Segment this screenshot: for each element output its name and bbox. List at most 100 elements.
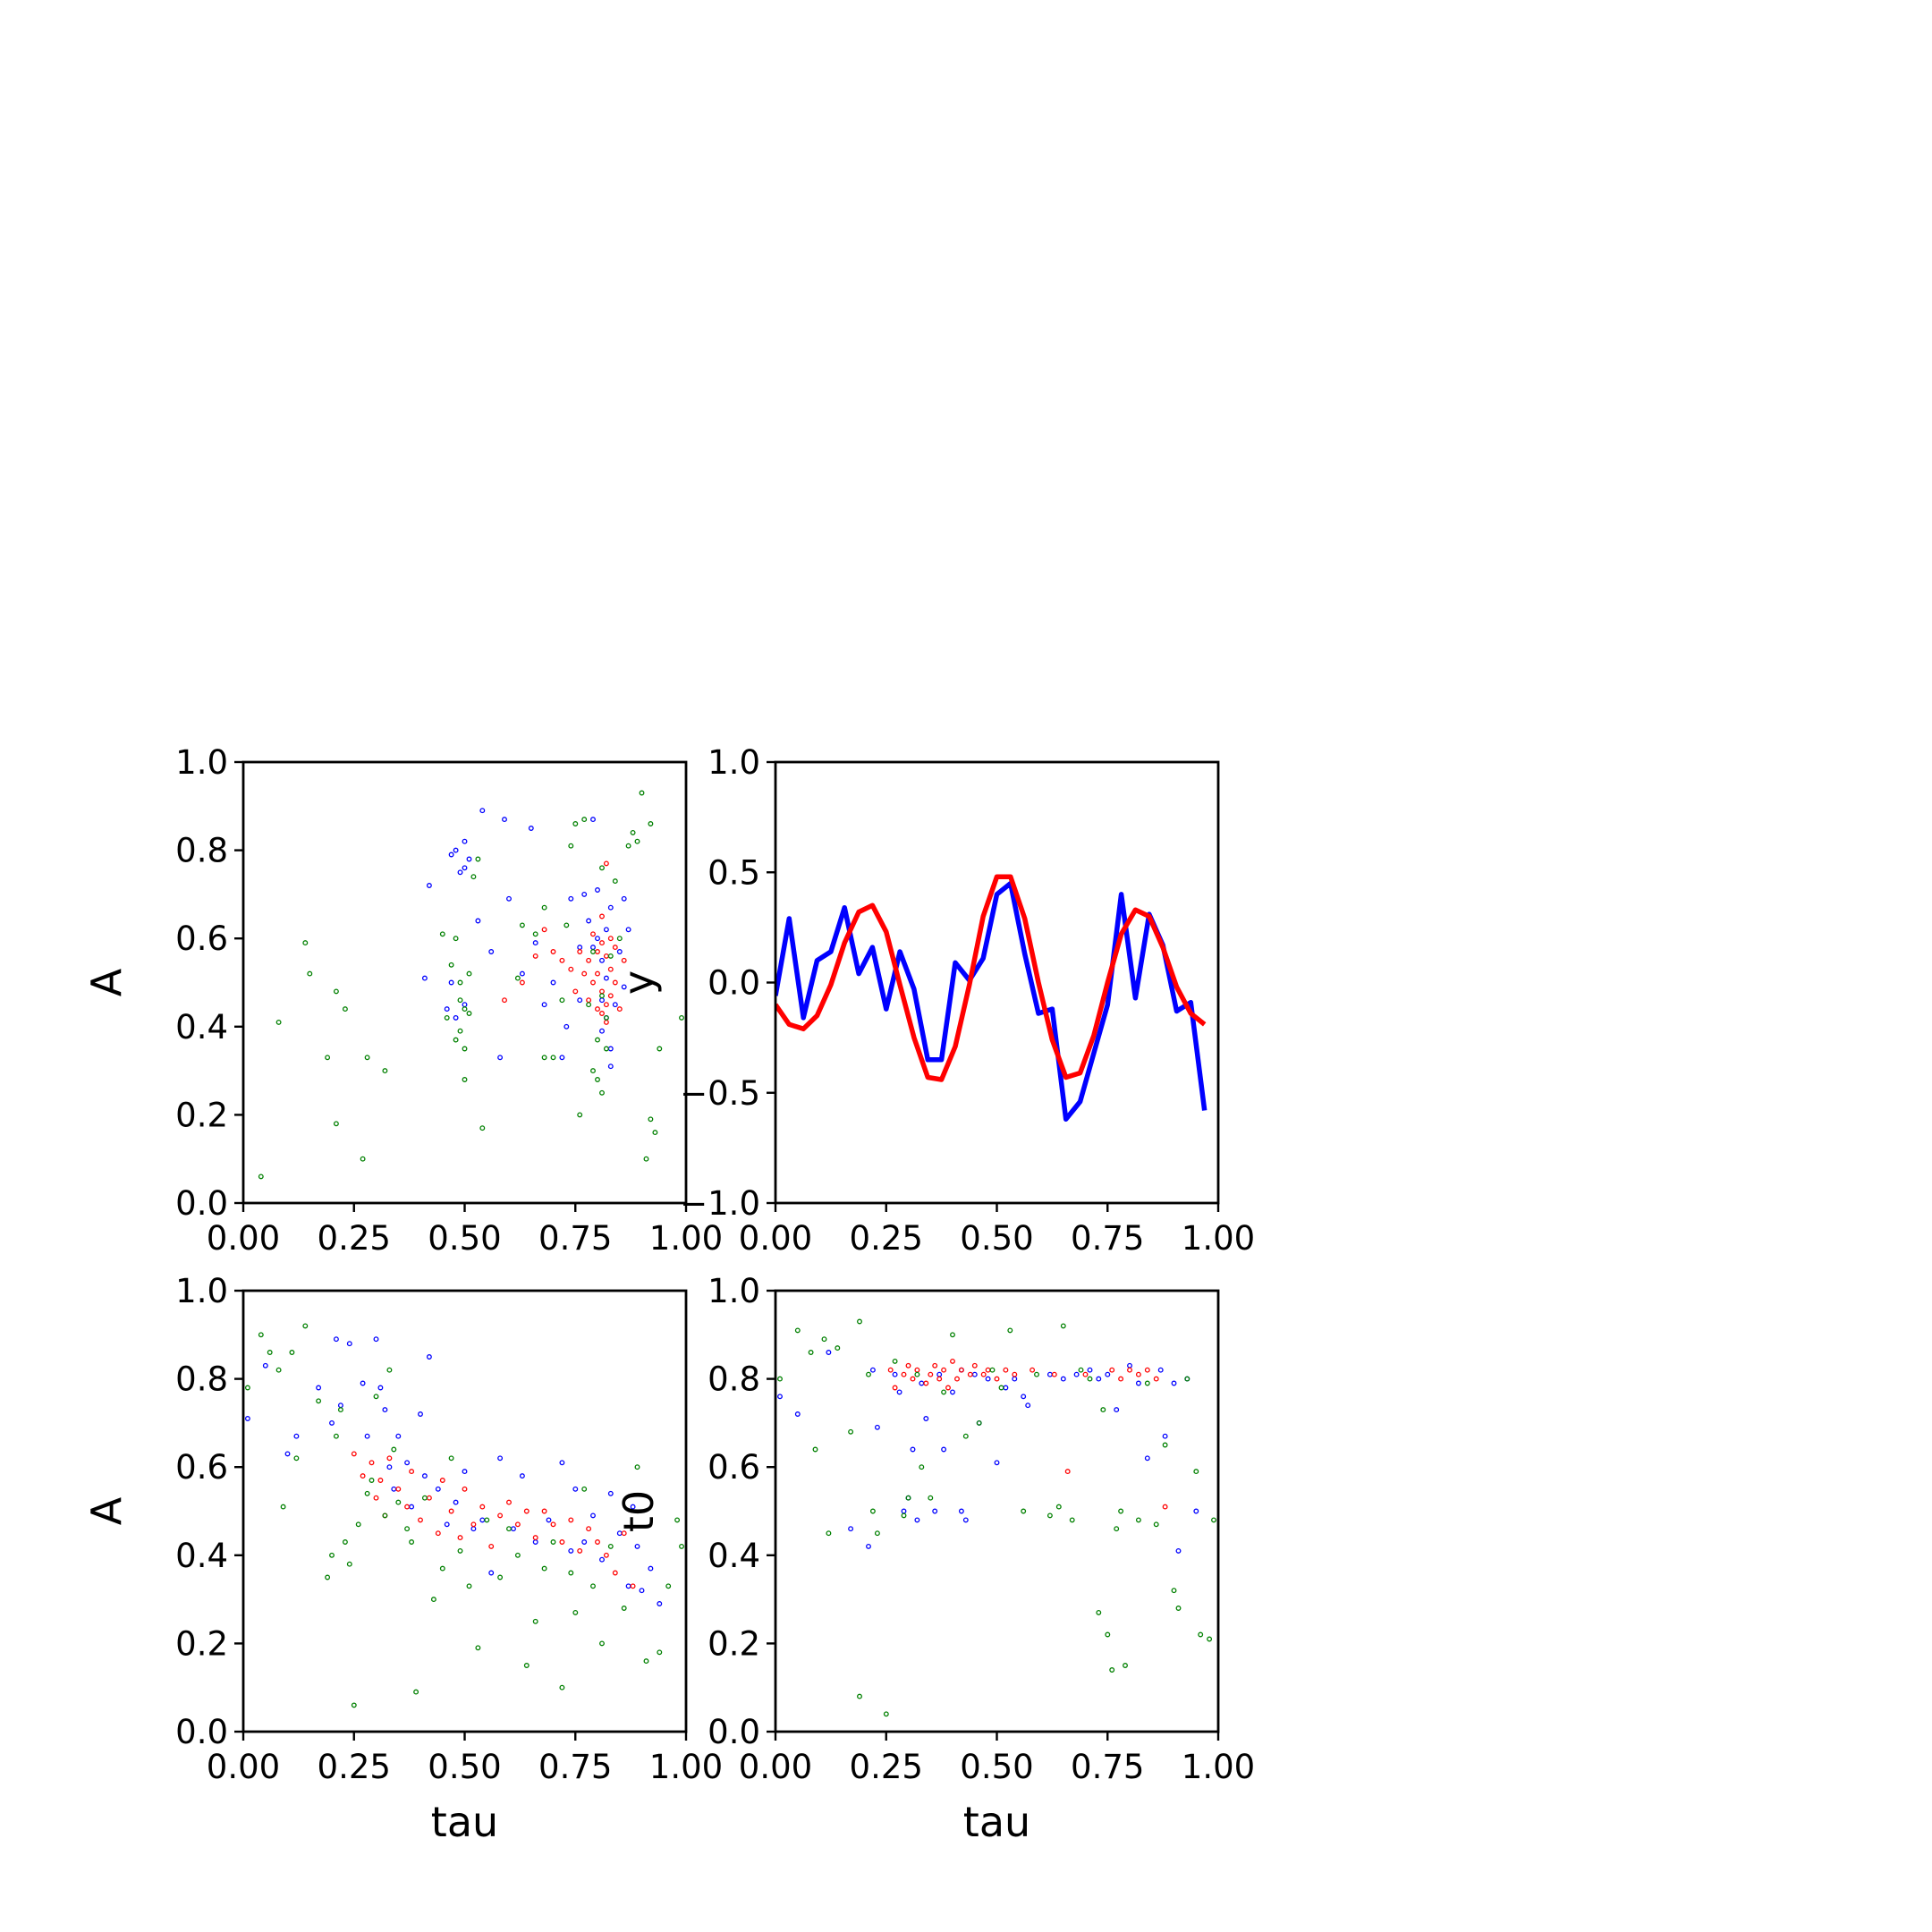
scatter-point <box>514 1521 521 1528</box>
scatter-point <box>457 1547 463 1554</box>
scatter-point <box>395 1499 402 1505</box>
scatter-point <box>514 975 521 981</box>
scatter-point <box>848 1526 854 1532</box>
scatter-point <box>421 1495 428 1501</box>
scatter-point <box>1025 1402 1031 1409</box>
scatter-point <box>599 940 605 946</box>
scatter-point <box>572 1486 579 1492</box>
y-axis-label: t0 <box>614 1490 663 1532</box>
scatter-point <box>488 949 495 954</box>
scatter-point <box>616 936 623 942</box>
scatter-point <box>923 1380 929 1386</box>
x-tick-label: 1.00 <box>1182 1748 1255 1786</box>
scatter-point <box>674 1517 681 1523</box>
scatter-point <box>453 1499 459 1505</box>
scatter-point <box>484 1517 490 1523</box>
scatter-point <box>462 1486 468 1492</box>
scatter-point <box>923 1416 929 1421</box>
scatter-point <box>462 838 468 844</box>
scatter-point <box>572 988 579 995</box>
scatter-point <box>462 1469 468 1475</box>
scatter-point <box>1046 1371 1053 1377</box>
x-tick-label: 0.75 <box>538 1748 612 1786</box>
x-tick-label: 0.50 <box>960 1748 1033 1786</box>
scatter-point <box>448 979 454 986</box>
scatter-point <box>1096 1376 1102 1382</box>
x-tick-label: 1.00 <box>649 1748 723 1786</box>
scatter-point <box>377 1385 384 1391</box>
y-tick-label: 0.6 <box>175 1448 228 1487</box>
scatter-point <box>794 1327 801 1334</box>
scatter-point <box>532 1618 538 1624</box>
scatter-point <box>360 1156 366 1162</box>
subplot-bottom-left: 0.00 0.25 0.50 0.75 1.00 0.0 0.2 0.4 0.6 0.8 1.0 ta… <box>82 1272 723 1846</box>
scatter-point <box>444 1521 450 1528</box>
scatter-point <box>342 1006 348 1013</box>
scatter-point <box>625 843 631 849</box>
scatter-point <box>333 1336 339 1343</box>
scatter-point <box>462 1006 468 1013</box>
x-tick-label: 0.25 <box>850 1748 923 1786</box>
scatter-point <box>586 997 592 1004</box>
scatter-point <box>519 970 525 977</box>
scatter-point <box>857 1693 862 1699</box>
scatter-point <box>395 1433 402 1439</box>
scatter-point <box>599 1556 605 1563</box>
scatter-point <box>599 865 605 871</box>
scatter-point <box>325 1055 331 1061</box>
scatter-point <box>595 949 600 954</box>
scatter-point <box>603 975 609 981</box>
scatter-point <box>514 1552 521 1558</box>
scatter-point <box>621 1530 627 1537</box>
scatter-point <box>994 1460 1000 1466</box>
x-tick-label: 0.00 <box>739 1748 812 1786</box>
scatter-point <box>267 1350 273 1355</box>
scatter-point <box>603 927 609 933</box>
plot-area <box>244 1323 684 1708</box>
scatter-point <box>586 918 592 924</box>
scatter-point <box>607 936 614 942</box>
y-tick-label: 0.0 <box>708 964 760 1003</box>
scatter-point <box>1162 1504 1168 1510</box>
scatter-point <box>595 1077 600 1082</box>
scatter-point <box>812 1446 818 1453</box>
scatter-point <box>519 1473 525 1479</box>
scatter-point <box>382 1068 388 1074</box>
x-tick-label: 0.25 <box>318 1219 391 1258</box>
scatter-point <box>941 1446 947 1453</box>
scatter-point <box>1171 1380 1177 1386</box>
x-tick-label: 0.00 <box>207 1219 280 1258</box>
scatter-point <box>595 936 600 942</box>
scatter-point <box>462 1046 468 1052</box>
scatter-point <box>1198 1631 1204 1638</box>
scatter-point <box>1060 1376 1066 1382</box>
y-tick-label: −1.0 <box>680 1184 760 1223</box>
scatter-point <box>329 1552 335 1558</box>
scatter-point <box>470 874 477 880</box>
scatter-point <box>971 1371 978 1377</box>
y-tick-label: 0.8 <box>708 1360 760 1399</box>
y-tick-label: 0.4 <box>175 1537 228 1575</box>
x-tick-label: 0.00 <box>739 1219 812 1258</box>
scatter-point <box>577 1112 583 1118</box>
scatter-point <box>1003 1385 1009 1391</box>
scatter-point <box>590 949 596 954</box>
scatter-point <box>607 1046 614 1052</box>
scatter-point <box>364 1433 370 1439</box>
y-axis-label: A <box>82 968 131 996</box>
scatter-point <box>386 1464 393 1470</box>
scatter-point <box>603 860 609 867</box>
scatter-point <box>337 1407 343 1413</box>
scatter-point <box>568 1517 574 1523</box>
scatter-point <box>595 887 600 893</box>
scatter-point <box>625 927 631 933</box>
scatter-point <box>550 1539 556 1545</box>
scatter-point <box>612 878 618 885</box>
y-tick-label: 0.2 <box>175 1624 228 1663</box>
scatter-point <box>590 1513 596 1519</box>
scatter-point <box>1118 1376 1124 1382</box>
y-tick-label: 0.0 <box>708 1713 760 1751</box>
scatter-point <box>634 838 640 844</box>
scatter-point <box>581 970 588 977</box>
